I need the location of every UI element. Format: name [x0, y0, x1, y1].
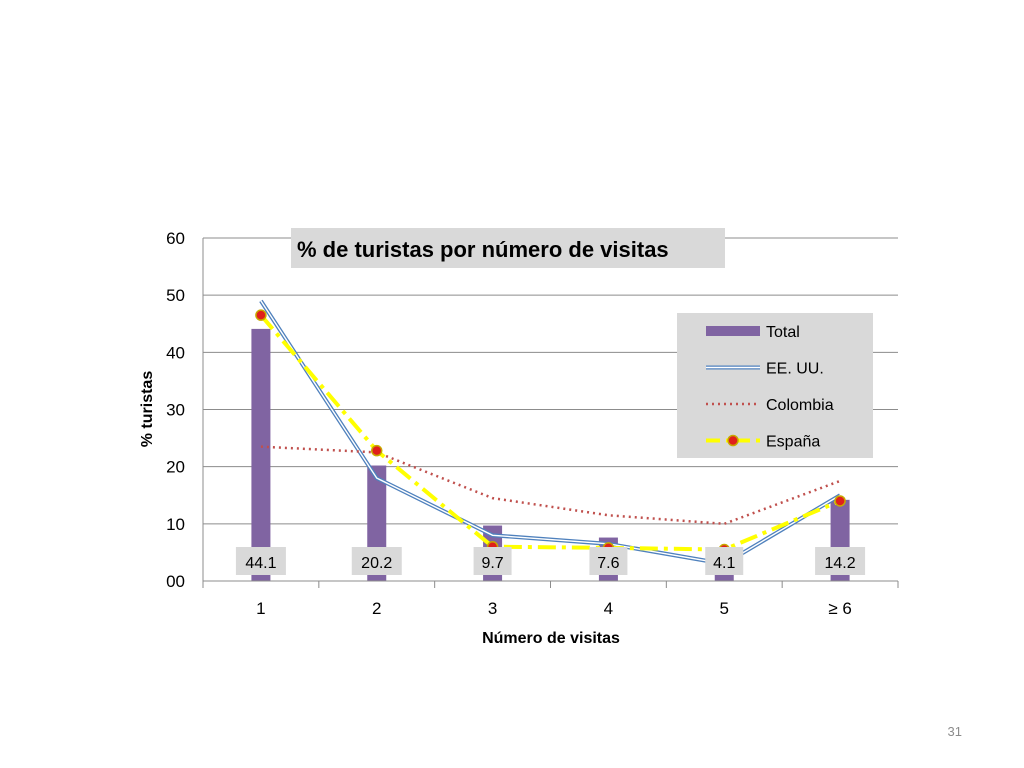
legend-swatch-total — [706, 326, 760, 336]
legend: Total EE. UU. Colombia España — [677, 313, 873, 458]
x-tick-label: 4 — [604, 599, 613, 618]
data-label: 44.1 — [245, 555, 276, 572]
data-label-box — [351, 547, 402, 575]
axes: 00 10 20 30 40 50 60 1 2 3 4 5 ≥ 6 — [166, 229, 899, 618]
y-tick-label: 20 — [166, 458, 185, 477]
chart-title-box: % de turistas por número de visitas — [291, 228, 725, 268]
y-tick-label: 60 — [166, 229, 185, 248]
legend-label-españa: España — [766, 434, 820, 451]
line-españa — [259, 313, 841, 552]
line-colombia — [260, 445, 841, 526]
y-tick-label: 50 — [166, 286, 185, 305]
data-label: 4.1 — [713, 555, 735, 572]
x-tick-label: ≥ 6 — [828, 599, 852, 618]
bar-total — [251, 328, 271, 581]
y-tick-label: 00 — [166, 572, 185, 591]
x-tick-label: 2 — [372, 599, 381, 618]
marker-españa — [834, 495, 846, 507]
marker-españa — [371, 444, 383, 457]
series-lines — [255, 299, 846, 566]
marker-españa — [255, 309, 267, 321]
data-label-box — [473, 547, 512, 575]
data-labels: 44.1 20.2 9.7 7.6 4.1 14.2 — [235, 547, 866, 575]
data-label-box — [705, 547, 744, 575]
y-tick-label: 10 — [166, 515, 185, 534]
legend-label-ee-uu: EE. UU. — [766, 361, 824, 378]
x-tick-label: 3 — [488, 599, 497, 618]
legend-label-total: Total — [766, 324, 800, 341]
data-label-box — [589, 547, 628, 575]
data-label: 14.2 — [825, 555, 856, 572]
data-label-box — [815, 547, 866, 575]
data-label: 9.7 — [481, 555, 503, 572]
line-ee-uu-inner — [260, 300, 841, 565]
chart-title: % de turistas por número de visitas — [297, 237, 669, 262]
data-label: 20.2 — [361, 555, 392, 572]
y-tick-label: 30 — [166, 401, 185, 420]
y-tick-label: 40 — [166, 343, 185, 362]
x-axis-title: Número de visitas — [482, 630, 620, 647]
x-tick-label: 1 — [256, 599, 265, 618]
slide-number: 31 — [947, 724, 962, 739]
data-label: 7.6 — [597, 555, 619, 572]
data-label-box — [235, 547, 286, 575]
y-axis-title: % turistas — [139, 371, 156, 448]
legend-label-colombia: Colombia — [766, 397, 834, 414]
x-tick-label: 5 — [720, 599, 729, 618]
legend-marker-españa — [727, 434, 739, 447]
